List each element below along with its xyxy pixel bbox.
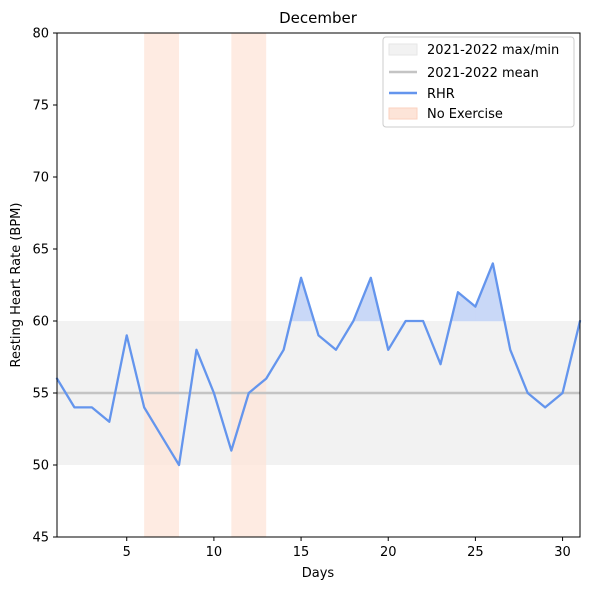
rhr-fill-layer (290, 263, 505, 322)
legend-swatch-band (388, 43, 418, 56)
legend-swatch-no-exercise (388, 107, 418, 120)
y-tick-label-55: 55 (32, 387, 49, 402)
legend-label-rhr: RHR (427, 87, 455, 102)
chart-title: December (279, 9, 358, 27)
rhr-line-layer (55, 262, 582, 467)
x-tick-label-10: 10 (206, 545, 223, 560)
x-tick-label-25: 25 (467, 545, 484, 560)
legend: 2021-2022 max/min 2021-2022 mean RHR No … (382, 36, 575, 128)
legend-label-no-exercise: No Exercise (427, 107, 503, 122)
legend-label-mean: 2021-2022 mean (427, 66, 539, 81)
y-tick-label-75: 75 (32, 99, 49, 114)
rhr-above-band-fill (290, 263, 505, 322)
legend-frame (382, 36, 575, 128)
y-axis-label: Resting Heart Rate (BPM) (9, 203, 24, 368)
no-exercise-layer (144, 33, 267, 537)
y-tick-label-60: 60 (32, 315, 49, 330)
x-axis-label: Days (302, 566, 335, 581)
y-tick-label-70: 70 (32, 171, 49, 186)
x-axis-ticks: 5 10 15 20 25 30 (123, 537, 571, 560)
rhr-line (55, 262, 582, 467)
plot-frame (56, 32, 581, 538)
y-axis-ticks: 45 50 55 60 65 70 75 80 (32, 27, 57, 546)
x-tick-label-5: 5 (123, 545, 131, 560)
y-tick-label-45: 45 (32, 531, 49, 546)
no-exercise-span-2 (231, 33, 267, 537)
x-tick-label-20: 20 (380, 545, 397, 560)
x-tick-label-15: 15 (293, 545, 310, 560)
y-tick-label-80: 80 (32, 27, 49, 42)
no-exercise-span-1 (144, 33, 180, 537)
legend-label-band: 2021-2022 max/min (427, 43, 559, 58)
x-tick-label-30: 30 (554, 545, 571, 560)
y-tick-label-65: 65 (32, 243, 49, 258)
y-tick-label-50: 50 (32, 459, 49, 474)
